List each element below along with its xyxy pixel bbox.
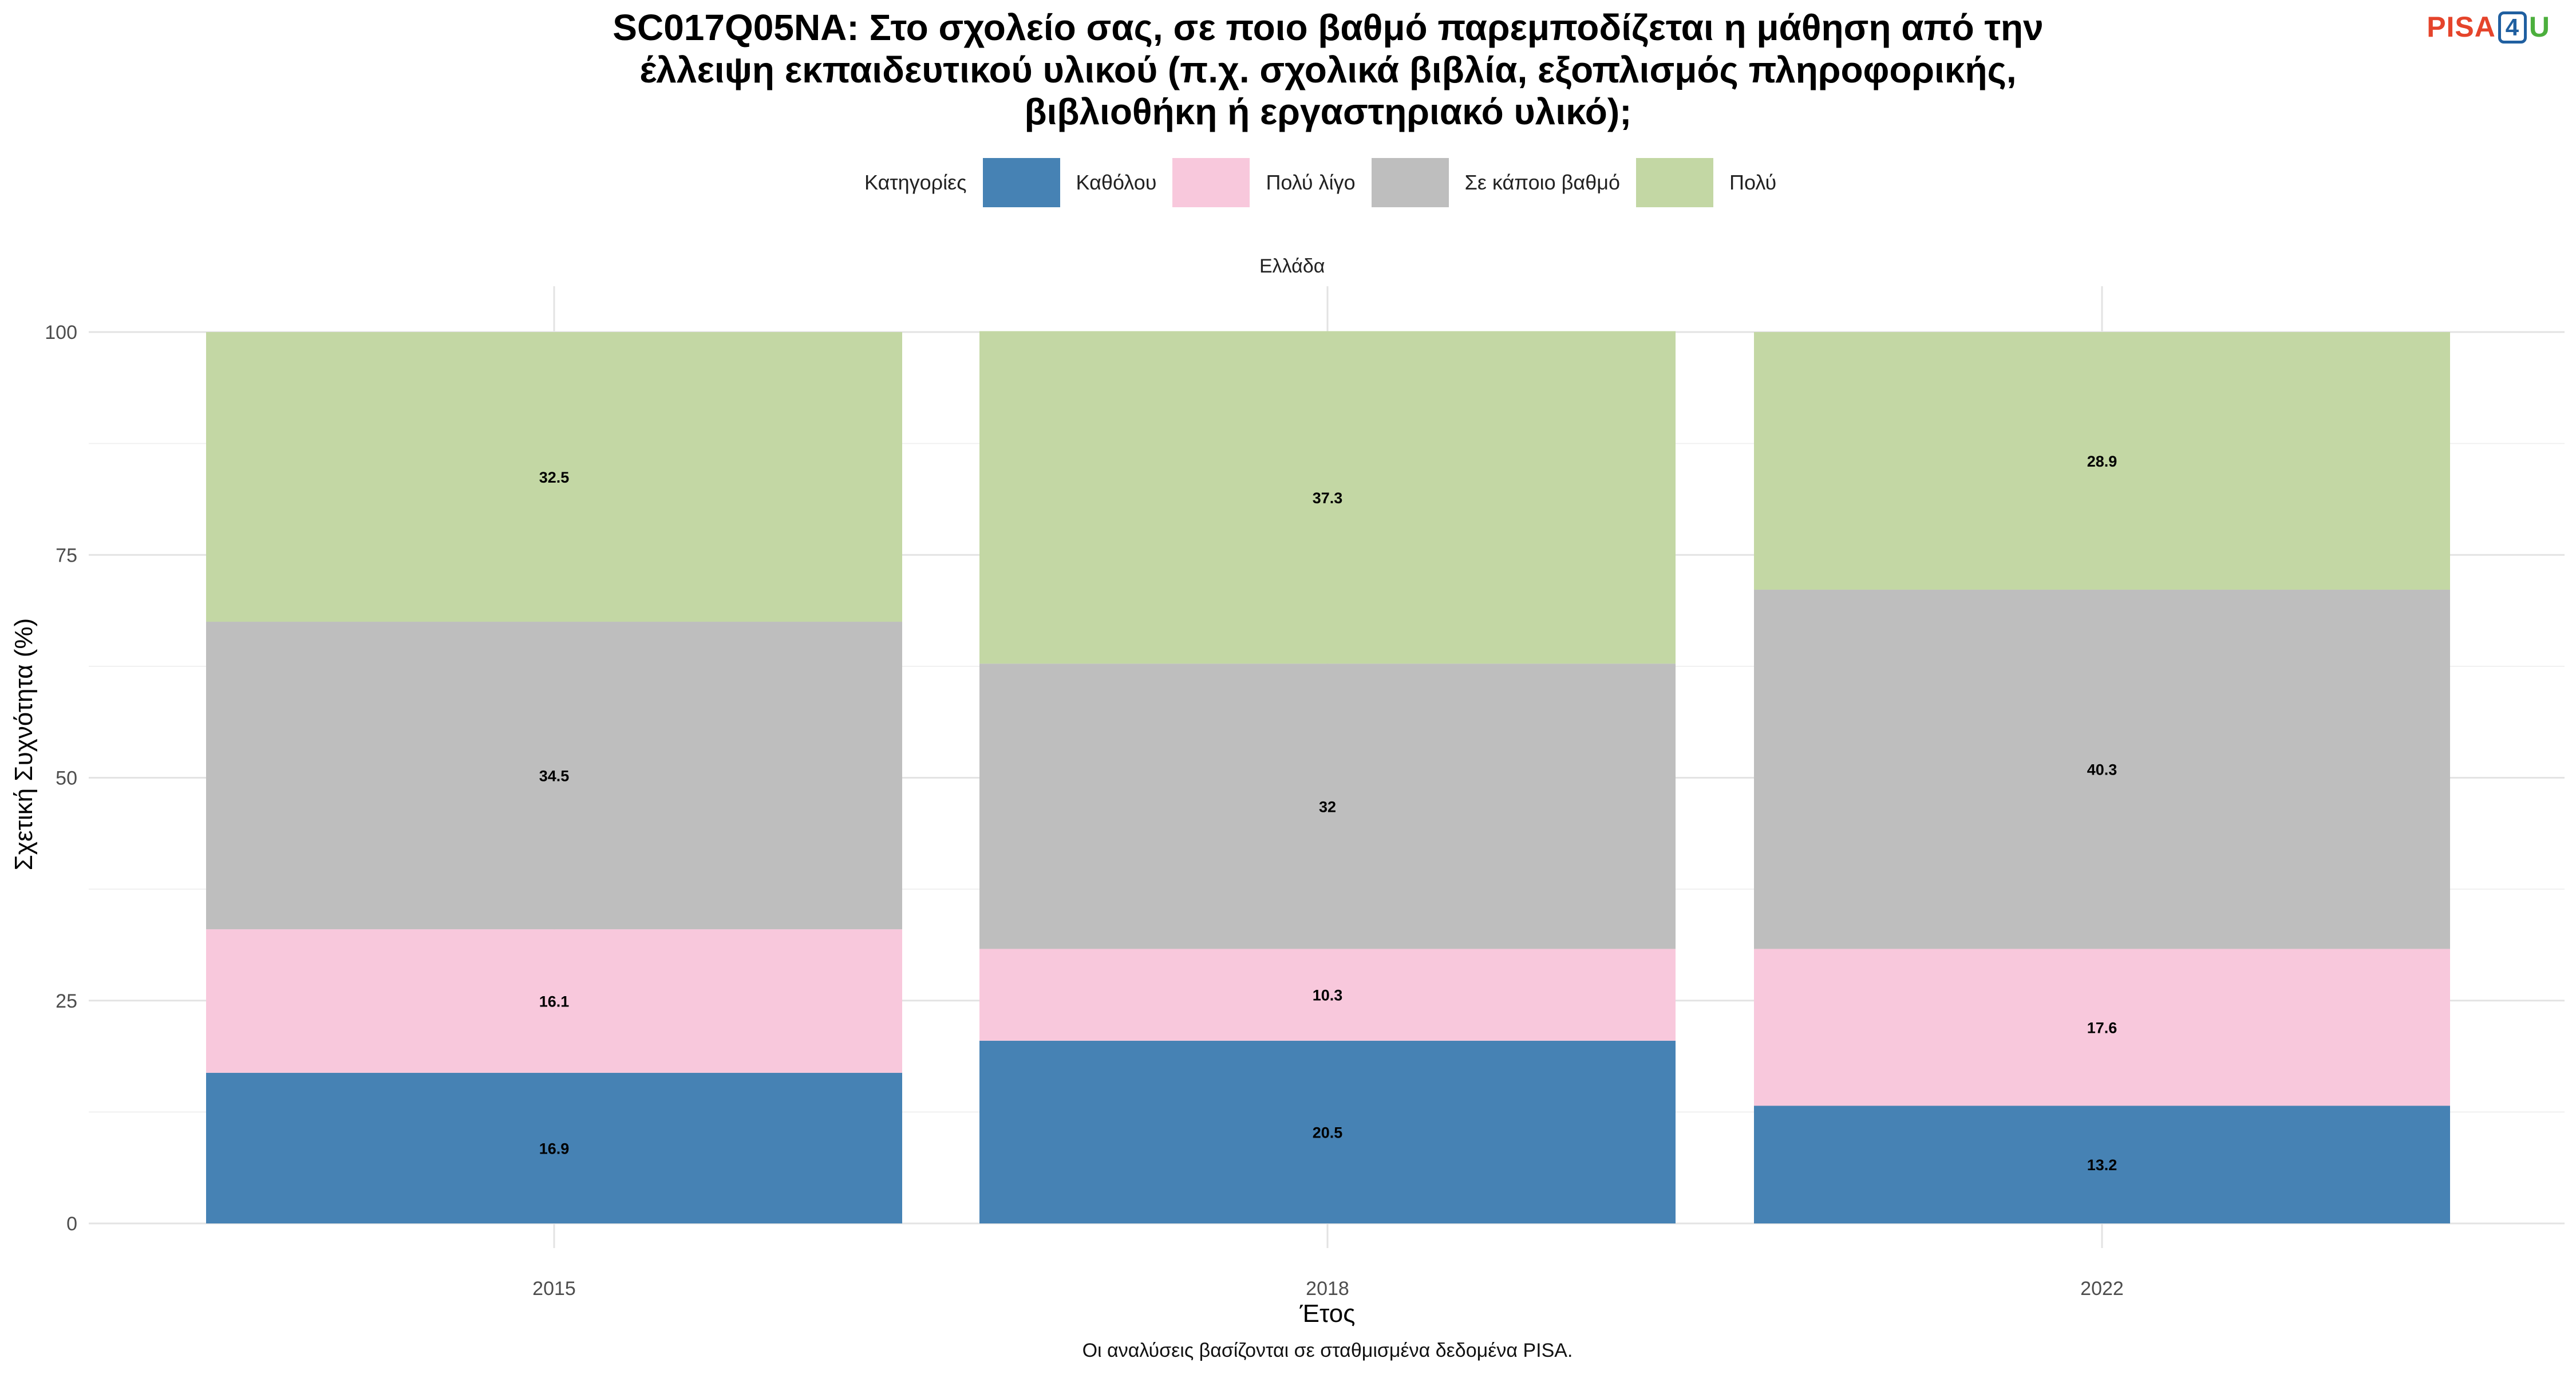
- legend-swatch: [1172, 158, 1250, 207]
- bar-segment: [206, 929, 902, 1073]
- chart-title: SC017Q05NA: Στο σχολείο σας, σε ποιο βαθ…: [0, 7, 2576, 133]
- legend-swatch: [982, 158, 1060, 207]
- bar-segment: [979, 1040, 1676, 1223]
- x-tick-label: 2018: [1306, 1278, 1349, 1300]
- legend-label: Πολύ: [1729, 171, 1777, 194]
- bar-segment: [1754, 589, 2450, 949]
- bar-segment: [206, 332, 902, 622]
- legend: Κατηγορίες Καθόλου Πολύ λίγο Σε κάποιο β…: [864, 158, 1792, 207]
- y-tick-label: 25: [56, 990, 77, 1012]
- caption: Οι αναλύσεις βασίζονται σε σταθμισμένα δ…: [1082, 1340, 1573, 1361]
- data-label: 16.1: [539, 993, 570, 1010]
- y-tick-label: 75: [56, 544, 77, 566]
- bar-segment: [1754, 949, 2450, 1106]
- bar-segment: [1754, 1105, 2450, 1223]
- y-tick-label: 50: [56, 768, 77, 789]
- legend-swatch: [1635, 158, 1713, 207]
- legend-swatch: [1371, 158, 1449, 207]
- legend-item-poly: Πολύ: [1635, 158, 1777, 207]
- bar-segment: [206, 622, 902, 930]
- chart-title-line: SC017Q05NA: Στο σχολείο σας, σε ποιο βαθ…: [613, 7, 2044, 48]
- legend-item-se-kapoio-vathmo: Σε κάποιο βαθμό: [1371, 158, 1620, 207]
- bar-segment: [979, 664, 1676, 949]
- legend-item-katholou: Καθόλου: [982, 158, 1157, 207]
- data-label: 34.5: [539, 768, 570, 785]
- bar-segment: [979, 331, 1676, 664]
- y-tick-label: 100: [45, 322, 77, 344]
- logo-text-u: U: [2528, 11, 2550, 43]
- x-tick-label: 2015: [532, 1278, 576, 1300]
- x-axis-label: Έτος: [1299, 1300, 1356, 1328]
- data-label: 40.3: [2087, 761, 2117, 779]
- legend-label: Πολύ λίγο: [1266, 171, 1356, 194]
- data-label: 16.9: [539, 1140, 570, 1157]
- pisa4u-logo: PISA 4 U: [2427, 10, 2550, 44]
- data-label: 13.2: [2087, 1156, 2117, 1174]
- data-label: 32: [1319, 798, 1336, 815]
- data-label: 28.9: [2087, 453, 2117, 470]
- data-label: 37.3: [1313, 489, 1343, 507]
- legend-title: Κατηγορίες: [864, 171, 967, 194]
- logo-text-4: 4: [2498, 11, 2527, 44]
- bar-segment: [979, 949, 1676, 1041]
- data-label: 17.6: [2087, 1019, 2117, 1036]
- chart-title-line: βιβλιοθήκη ή εργαστηριακό υλικό);: [1024, 91, 1632, 133]
- x-tick-label: 2022: [2080, 1278, 2124, 1300]
- data-label: 10.3: [1313, 987, 1343, 1004]
- data-label: 32.5: [539, 469, 570, 486]
- y-tick-label: 0: [66, 1213, 77, 1235]
- legend-label: Καθόλου: [1076, 171, 1157, 194]
- legend-label: Σε κάποιο βαθμό: [1464, 171, 1620, 194]
- data-label: 20.5: [1313, 1124, 1343, 1141]
- bar-segment: [1754, 332, 2450, 590]
- y-axis-label: Σχετική Συχνότητα (%): [10, 618, 38, 871]
- legend-item-poly-ligo: Πολύ λίγο: [1172, 158, 1356, 207]
- facet-label: Ελλάδα: [1259, 255, 1325, 277]
- bar-segment: [206, 1072, 902, 1223]
- chart-title-line: έλλειψη εκπαιδευτικού υλικού (π.χ. σχολι…: [639, 49, 2017, 90]
- logo-text-pisa: PISA: [2427, 11, 2496, 43]
